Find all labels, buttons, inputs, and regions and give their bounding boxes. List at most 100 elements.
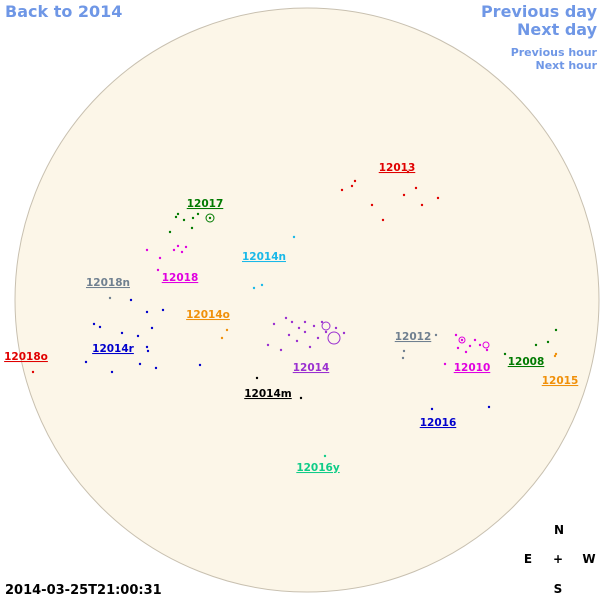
- sunspot: [168, 230, 172, 234]
- sunspot: [554, 328, 558, 332]
- sunspot: [295, 339, 299, 343]
- sunspot: [180, 250, 184, 254]
- sunspot: [430, 407, 434, 411]
- sunspot: [485, 348, 489, 352]
- sunspot: [220, 336, 224, 340]
- region-label[interactable]: 12016y: [296, 462, 340, 474]
- previous-day-link[interactable]: Previous day: [481, 2, 598, 21]
- sunspot: [279, 348, 283, 352]
- sunspot: [464, 350, 468, 354]
- sunspot: [406, 170, 410, 174]
- sunspot: [196, 212, 200, 216]
- region-label[interactable]: 12008: [508, 356, 545, 368]
- sunspot: [110, 370, 114, 374]
- sunspot: [154, 366, 158, 370]
- region-label[interactable]: 12014n: [242, 251, 286, 263]
- sunspot-ring: [205, 213, 215, 223]
- sunspot: [312, 324, 316, 328]
- sunspot: [303, 320, 307, 324]
- region-label[interactable]: 12016: [420, 417, 457, 429]
- region-label[interactable]: 12014o: [186, 309, 230, 321]
- sunspot: [190, 226, 194, 230]
- sunspot: [434, 333, 438, 337]
- compass-south: S: [554, 582, 563, 596]
- sunspot: [436, 196, 440, 200]
- next-day-link[interactable]: Next day: [517, 20, 598, 39]
- region-label[interactable]: 12013: [379, 162, 416, 174]
- sunspot: [145, 345, 149, 349]
- sunspot: [174, 215, 178, 219]
- sunspot: [172, 248, 176, 252]
- sunspot: [546, 340, 550, 344]
- back-link[interactable]: Back to 2014: [5, 2, 122, 21]
- sunspot: [320, 320, 324, 324]
- region-label[interactable]: 12010: [454, 362, 491, 374]
- sunspot: [454, 333, 458, 337]
- sunspot: [146, 349, 150, 353]
- sunspot: [191, 216, 195, 220]
- region-label[interactable]: 12014m: [244, 388, 292, 400]
- sunspot: [460, 338, 464, 342]
- sunspot: [150, 326, 154, 330]
- sunspot: [414, 186, 418, 190]
- sunspot: [323, 454, 327, 458]
- sunspot: [350, 184, 354, 188]
- sunspot: [184, 245, 188, 249]
- sunspot: [370, 203, 374, 207]
- sunspot: [266, 343, 270, 347]
- region-label[interactable]: 12015: [542, 375, 579, 387]
- sunspot: [478, 343, 482, 347]
- sunspot: [297, 326, 301, 330]
- region-label[interactable]: 12012: [395, 331, 432, 343]
- region-label[interactable]: 12014r: [92, 343, 135, 355]
- sunspot: [92, 322, 96, 326]
- solar-disc: [14, 7, 600, 593]
- sunspot: [443, 362, 447, 366]
- sunspot: [353, 179, 357, 183]
- sunspot-ring: [321, 321, 331, 331]
- sunspot: [84, 360, 88, 364]
- sunspot: [303, 330, 307, 334]
- previous-hour-link[interactable]: Previous hour: [511, 46, 598, 59]
- sunspot: [198, 363, 202, 367]
- region-label[interactable]: 12018n: [86, 277, 130, 289]
- sunspot: [316, 336, 320, 340]
- sunspot: [31, 370, 35, 374]
- sunspot: [473, 338, 477, 342]
- compass-east: E: [524, 552, 532, 566]
- next-hour-link[interactable]: Next hour: [536, 59, 598, 72]
- compass-center: +: [553, 552, 563, 566]
- sunspot: [290, 320, 294, 324]
- compass-west: W: [582, 552, 595, 566]
- sunspot: [145, 248, 149, 252]
- sunspot-ring: [482, 341, 490, 349]
- sunspot: [554, 352, 558, 356]
- sunspot: [108, 296, 112, 300]
- sunspot: [334, 326, 338, 330]
- sunspot: [401, 356, 405, 360]
- sunspot: [284, 316, 288, 320]
- sunspot: [381, 218, 385, 222]
- sunspot-ring: [458, 336, 466, 344]
- sunspot: [299, 396, 303, 400]
- sunspot: [503, 352, 507, 356]
- sunspot: [136, 334, 140, 338]
- sunspot: [402, 193, 406, 197]
- sunspot: [255, 376, 259, 380]
- sunspot: [138, 362, 142, 366]
- region-label[interactable]: 12018o: [4, 351, 48, 363]
- sunspot: [182, 218, 186, 222]
- sunspot: [158, 256, 162, 260]
- sunspot-ring: [327, 331, 341, 345]
- sunspot: [420, 203, 424, 207]
- sunspot: [342, 331, 346, 335]
- region-label[interactable]: 12014: [293, 362, 330, 374]
- sunspot: [340, 188, 344, 192]
- region-label[interactable]: 12017: [187, 198, 224, 210]
- compass-north: N: [554, 523, 564, 537]
- sunspot: [176, 212, 180, 216]
- sunspot: [272, 322, 276, 326]
- sunspot: [161, 308, 165, 312]
- region-label[interactable]: 12018: [162, 272, 199, 284]
